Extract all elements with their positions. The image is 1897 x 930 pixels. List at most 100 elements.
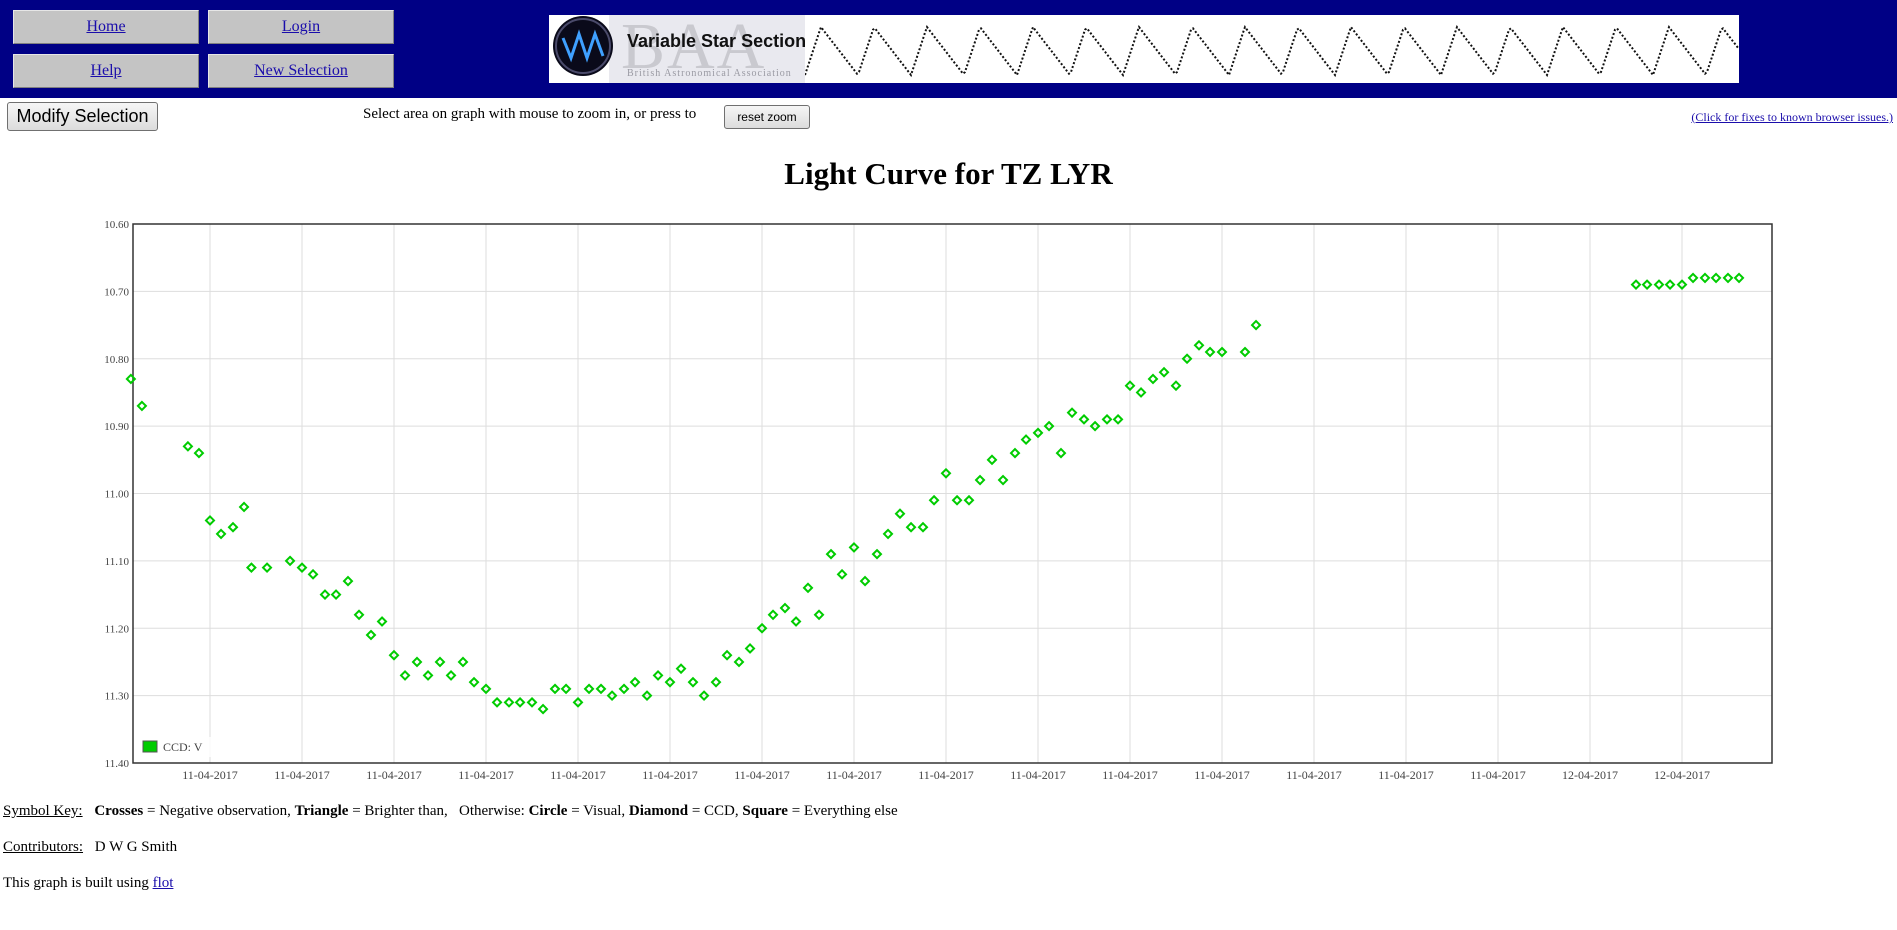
help-link[interactable]: Help — [90, 62, 122, 79]
data-point — [641, 690, 653, 702]
data-point — [652, 669, 664, 681]
x-tick-label: 11-04-2017 — [1194, 768, 1250, 782]
home-nav-button[interactable]: Home — [13, 10, 199, 44]
symbol-key-row: Symbol Key: Crosses = Negative observati… — [3, 803, 898, 820]
x-tick-label: 11-04-2017 — [642, 768, 698, 782]
data-point — [882, 528, 894, 540]
modify-selection-button[interactable]: Modify Selection — [7, 102, 158, 131]
help-nav-button[interactable]: Help — [13, 54, 199, 88]
x-tick-label: 11-04-2017 — [366, 768, 422, 782]
triangle-term: Triangle — [294, 803, 349, 819]
data-point — [468, 676, 480, 688]
data-point — [238, 501, 250, 513]
data-point — [825, 548, 837, 560]
data-point — [894, 508, 906, 520]
data-point — [744, 643, 756, 654]
x-tick-label: 11-04-2017 — [1102, 768, 1158, 782]
x-tick-label: 11-04-2017 — [458, 768, 514, 782]
login-link[interactable]: Login — [281, 18, 321, 35]
symbol-key-label: Symbol Key: — [3, 803, 83, 819]
data-point — [136, 400, 148, 412]
data-point — [399, 669, 411, 681]
data-point — [1089, 420, 1101, 432]
data-point — [1653, 279, 1665, 291]
circle-text: = Visual, — [567, 803, 629, 819]
data-point — [721, 649, 733, 661]
y-tick-label: 11.20 — [105, 623, 130, 635]
new-selection-nav-button[interactable]: New Selection — [208, 54, 394, 88]
data-point — [319, 589, 331, 600]
crosses-term: Crosses — [94, 803, 144, 819]
data-point — [733, 656, 745, 668]
data-point — [756, 622, 768, 634]
banner-logo-background — [609, 15, 805, 83]
x-tick-label: 11-04-2017 — [1286, 768, 1342, 782]
legend-swatch — [142, 740, 158, 753]
data-point — [503, 696, 515, 708]
circle-term: Circle — [528, 803, 568, 819]
data-point — [1043, 420, 1055, 432]
data-point — [1676, 279, 1688, 291]
data-point — [514, 696, 526, 708]
data-point — [848, 541, 860, 553]
data-point — [572, 696, 584, 708]
data-point — [296, 562, 308, 574]
square-term: Square — [742, 803, 788, 819]
x-tick-label: 11-04-2017 — [918, 768, 974, 782]
home-link[interactable]: Home — [86, 18, 126, 35]
diamond-term: Diamond — [628, 803, 689, 819]
contributors-row: Contributors: D W G Smith — [3, 839, 177, 856]
data-point — [1216, 346, 1228, 358]
data-point — [245, 562, 257, 574]
y-tick-label: 11.30 — [105, 691, 130, 703]
crosses-text: = Negative observation, — [143, 803, 295, 819]
data-point — [445, 669, 457, 681]
diamond-text: = CCD, — [688, 803, 743, 819]
data-point — [905, 521, 917, 533]
data-point — [1124, 380, 1136, 392]
x-tick-label: 11-04-2017 — [1010, 768, 1066, 782]
data-point — [1078, 413, 1090, 425]
data-point — [1158, 366, 1170, 378]
data-point — [1055, 447, 1067, 459]
browser-fixes-link[interactable]: (Click for fixes to known browser issues… — [1691, 110, 1893, 124]
data-point — [675, 663, 687, 675]
reset-zoom-button[interactable]: reset zoom — [724, 105, 810, 129]
x-tick-label: 11-04-2017 — [734, 768, 790, 782]
data-point — [1239, 346, 1251, 358]
data-point — [1710, 272, 1722, 284]
login-nav-button[interactable]: Login — [208, 10, 394, 44]
chart-legend: CCD: V — [140, 737, 212, 757]
data-point — [1066, 407, 1078, 419]
data-point — [457, 656, 469, 668]
data-point — [411, 656, 423, 668]
data-point — [1170, 380, 1182, 392]
data-point — [687, 676, 699, 688]
new-selection-link[interactable]: New Selection — [254, 62, 348, 79]
data-point — [606, 690, 618, 702]
contributors-value: D W G Smith — [94, 839, 178, 855]
data-point — [583, 683, 595, 695]
data-point — [1664, 279, 1676, 291]
chart-title: Light Curve for TZ LYR — [784, 156, 1113, 191]
y-tick-label: 10.60 — [104, 219, 129, 231]
data-point — [215, 528, 227, 540]
x-tick-label: 11-04-2017 — [1378, 768, 1434, 782]
banner-baa-letters: BAA — [621, 15, 767, 83]
built-with-text: This graph is built using — [3, 875, 153, 891]
x-tick-label: 11-04-2017 — [826, 768, 882, 782]
data-point — [1101, 413, 1113, 425]
y-tick-label: 11.00 — [105, 489, 130, 501]
legend-label: CCD: V — [163, 740, 203, 754]
data-point — [1032, 427, 1044, 439]
data-point — [1135, 387, 1147, 398]
built-with-row: This graph is built using flot — [3, 875, 173, 892]
banner-light-curve-decoration — [805, 25, 1739, 78]
data-point — [997, 474, 1009, 486]
flot-link[interactable]: flot — [152, 875, 174, 891]
y-tick-label: 11.40 — [105, 758, 130, 770]
data-point — [859, 575, 871, 587]
data-point — [560, 683, 572, 695]
data-point — [871, 548, 883, 560]
